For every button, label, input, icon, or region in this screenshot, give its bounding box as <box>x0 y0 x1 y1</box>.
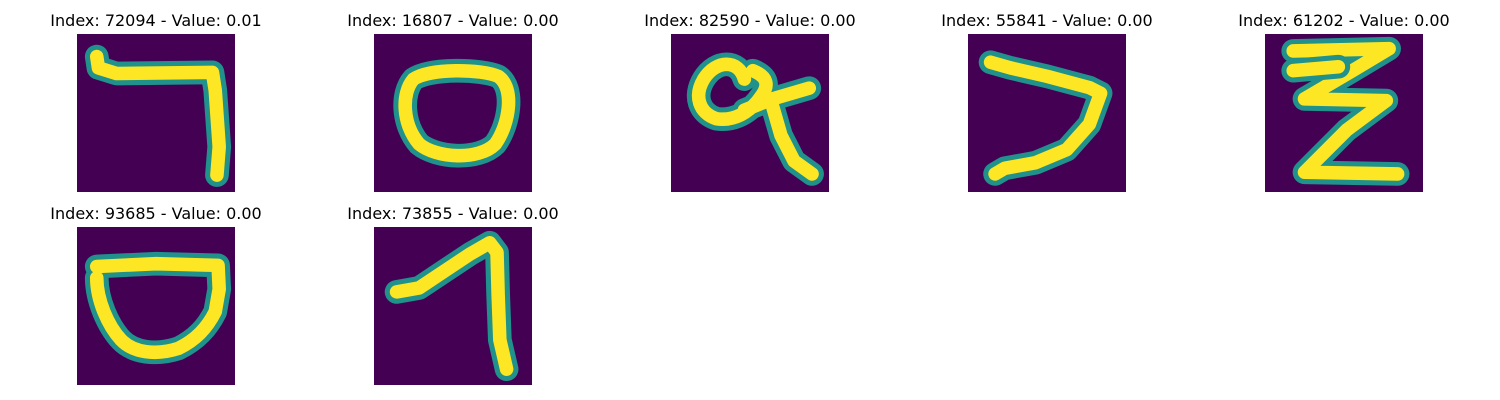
panel-title: Index: 16807 - Value: 0.00 <box>347 11 559 30</box>
handwritten-glyph-image <box>374 227 532 385</box>
panel-title: Index: 93685 - Value: 0.00 <box>50 204 262 223</box>
handwritten-glyph-image <box>77 34 235 192</box>
handwritten-glyph-image <box>374 34 532 192</box>
handwritten-glyph-image <box>1265 34 1423 192</box>
panel-title: Index: 73855 - Value: 0.00 <box>347 204 559 223</box>
panel-title: Index: 72094 - Value: 0.01 <box>50 11 262 30</box>
handwritten-glyph-image <box>671 34 829 192</box>
handwritten-glyph-image <box>77 227 235 385</box>
handwritten-glyph-image <box>968 34 1126 192</box>
panel-title: Index: 55841 - Value: 0.00 <box>941 11 1153 30</box>
panel-title: Index: 82590 - Value: 0.00 <box>644 11 856 30</box>
panel-title: Index: 61202 - Value: 0.00 <box>1238 11 1450 30</box>
